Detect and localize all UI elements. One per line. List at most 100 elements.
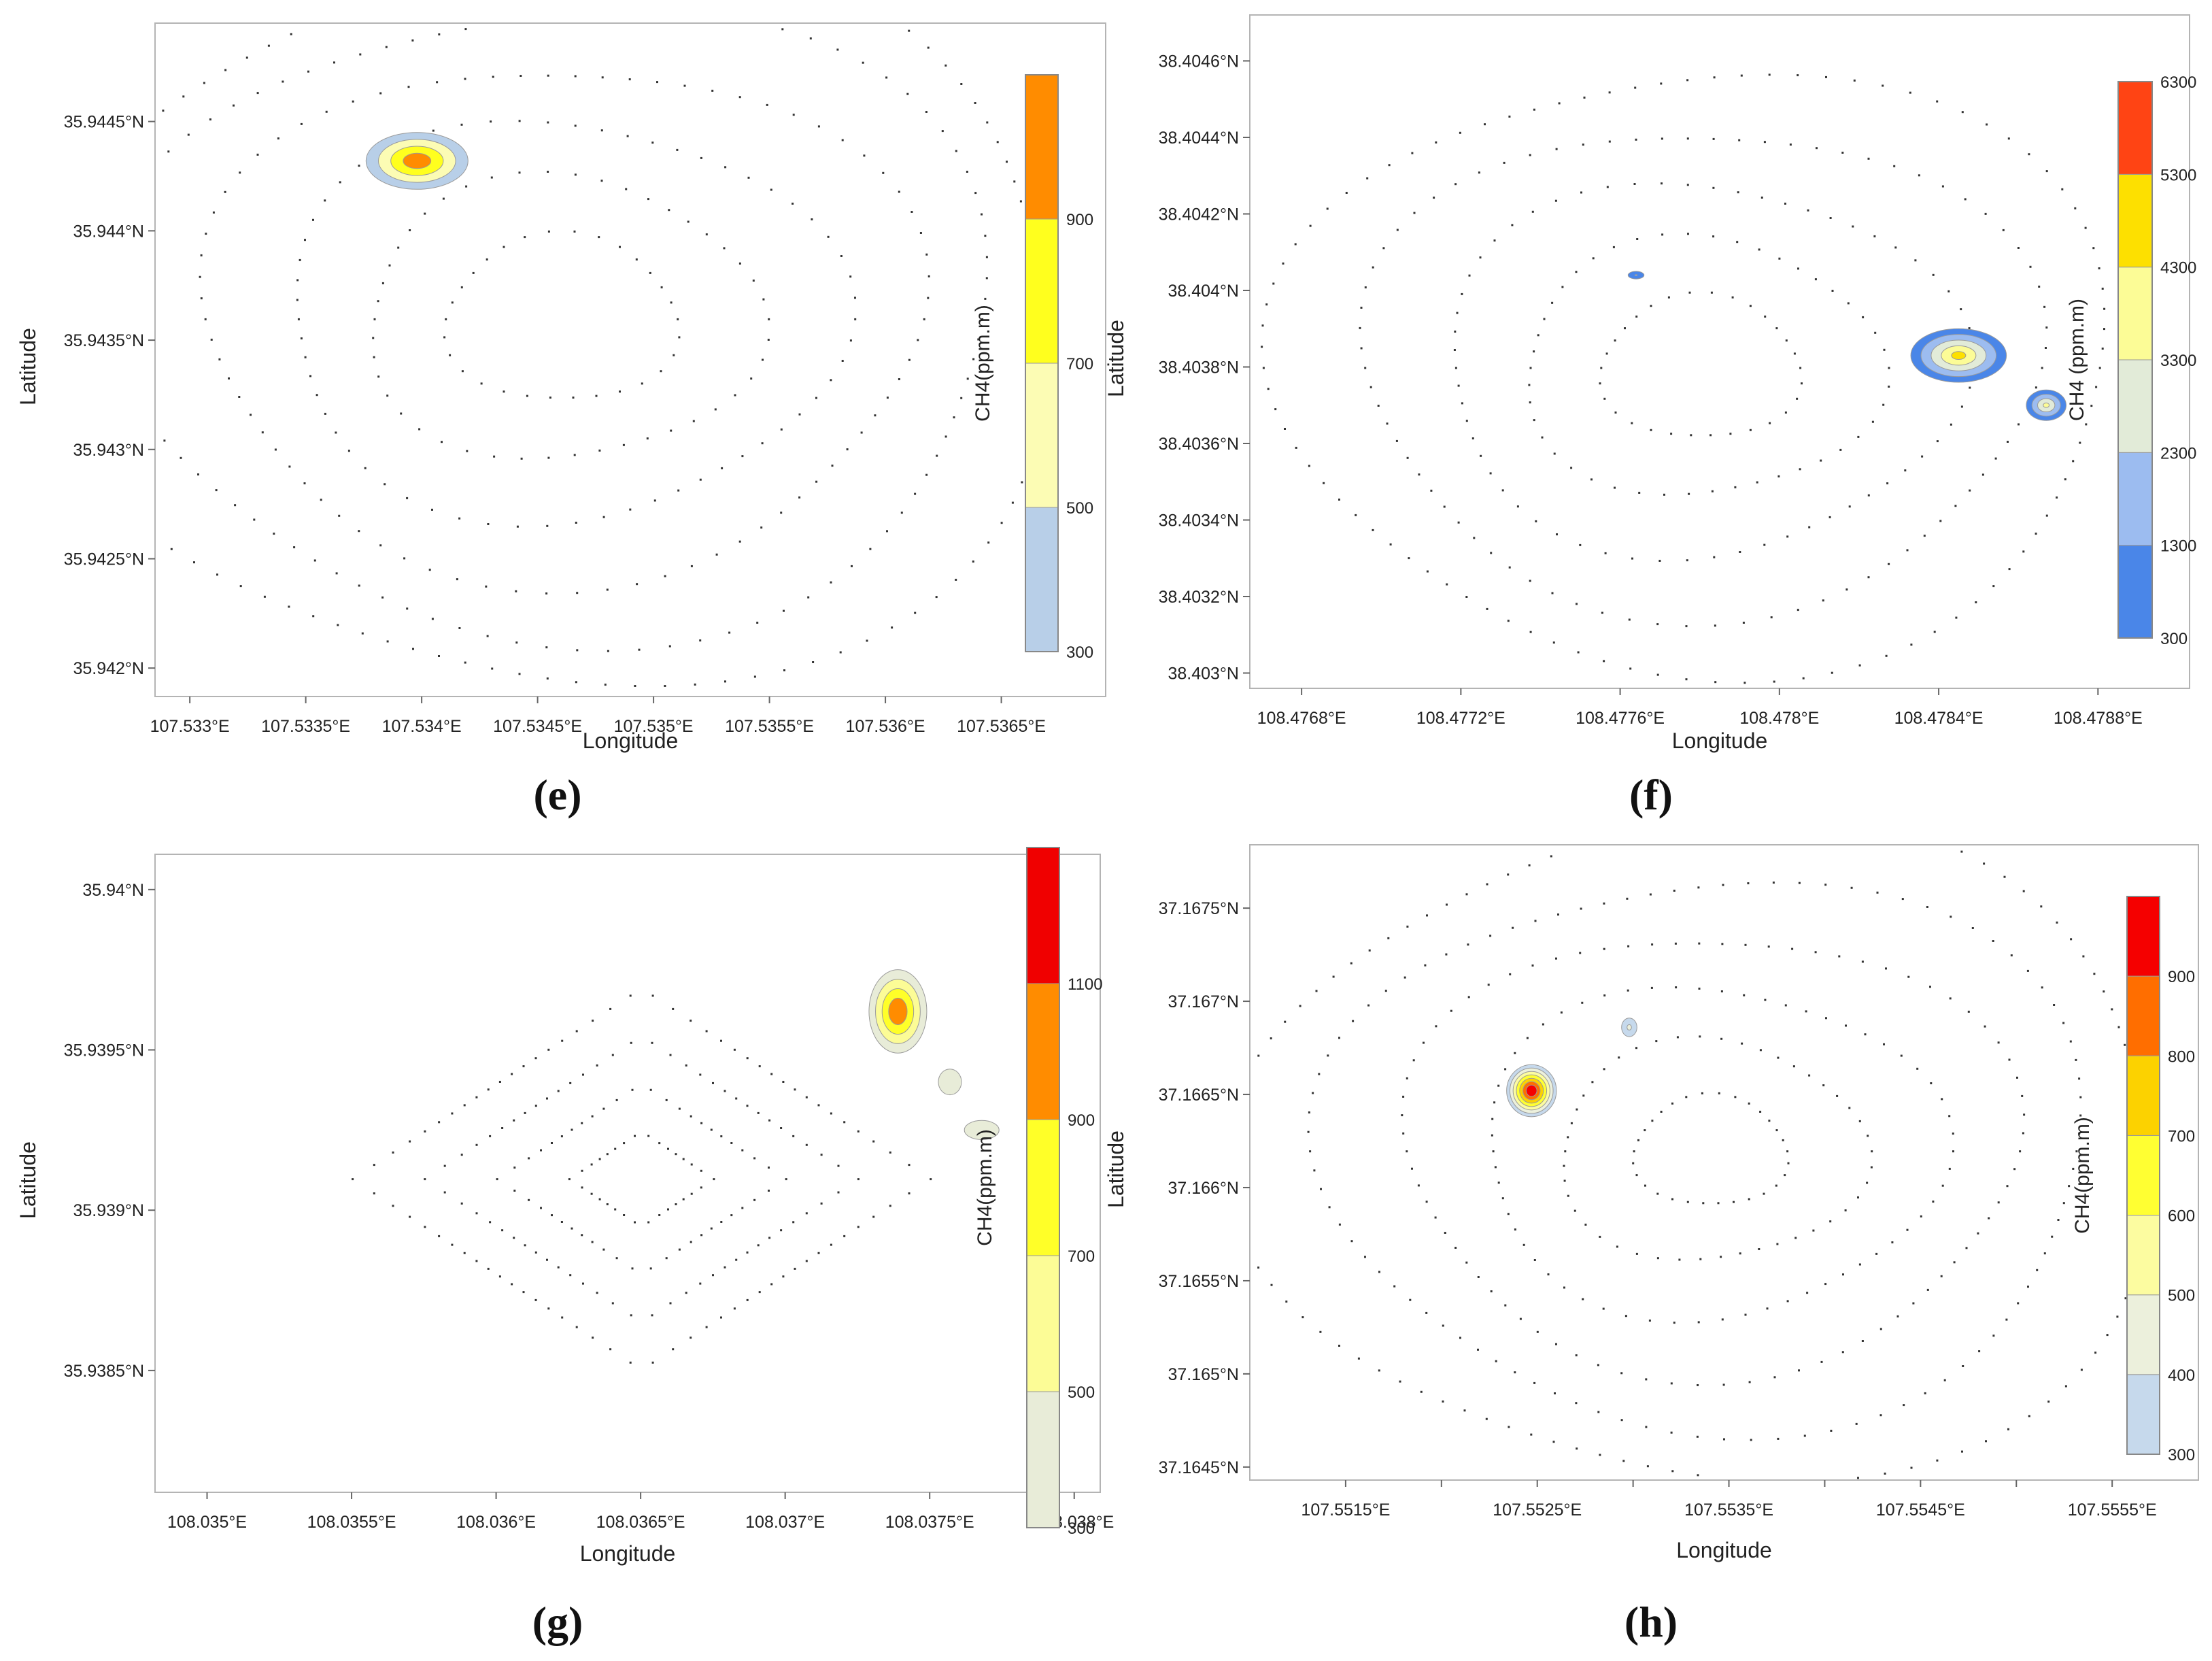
survey-point — [460, 286, 463, 288]
colorbar-segment-900 — [1025, 74, 1059, 220]
survey-point — [1953, 1261, 1956, 1264]
survey-point — [882, 171, 885, 174]
survey-point — [601, 76, 604, 79]
survey-point — [628, 78, 631, 81]
survey-point — [1992, 585, 1995, 588]
survey-point — [1350, 962, 1352, 964]
survey-point — [1667, 296, 1670, 299]
survey-point — [2094, 1352, 2097, 1354]
survey-point — [2072, 1167, 2075, 1170]
survey-point — [261, 431, 264, 434]
survey-point — [1686, 184, 1689, 186]
survey-point — [1721, 1318, 1724, 1321]
survey-point — [1960, 850, 1963, 853]
survey-point — [1326, 207, 1329, 210]
survey-point — [925, 473, 928, 476]
survey-point — [1579, 952, 1582, 954]
survey-point — [1777, 475, 1780, 477]
survey-point — [1644, 1129, 1646, 1132]
survey-point — [1844, 1209, 1847, 1211]
survey-point — [458, 517, 461, 520]
survey-point — [710, 1227, 713, 1230]
survey-point — [984, 235, 987, 237]
survey-point — [2098, 267, 2100, 269]
survey-point — [690, 565, 693, 567]
survey-point — [600, 180, 603, 182]
survey-point — [1382, 247, 1385, 250]
survey-point — [1501, 1197, 1504, 1200]
survey-point — [1866, 1181, 1869, 1184]
y-tick-label: 38.4038°N — [1159, 358, 1239, 378]
survey-point — [1426, 570, 1429, 573]
survey-point — [1006, 161, 1008, 163]
survey-point — [1603, 660, 1605, 662]
survey-point — [2028, 1415, 2030, 1417]
survey-point — [516, 525, 519, 528]
survey-point — [320, 499, 322, 501]
survey-point — [741, 455, 744, 458]
survey-point — [699, 639, 702, 642]
survey-point — [1901, 898, 1904, 901]
colorbar-segment-4300 — [2117, 173, 2153, 268]
survey-point — [1950, 916, 1952, 918]
survey-point — [766, 103, 768, 106]
survey-point — [1986, 123, 1988, 126]
survey-point — [1386, 422, 1389, 425]
survey-point — [1612, 246, 1615, 248]
survey-point — [534, 1251, 537, 1254]
survey-point — [1507, 873, 1510, 876]
survey-point — [547, 74, 549, 77]
survey-point — [1577, 651, 1580, 654]
survey-point — [730, 1214, 733, 1217]
survey-point — [660, 370, 662, 373]
x-tick-label: 107.5525°E — [1493, 1500, 1582, 1520]
survey-point — [857, 1130, 860, 1132]
survey-point — [1744, 943, 1747, 946]
colorbar-tick-label: 900 — [2168, 968, 2195, 986]
survey-point — [2116, 1315, 2119, 1318]
survey-point — [665, 1098, 668, 1101]
survey-point — [1767, 945, 1770, 948]
survey-point — [1528, 384, 1531, 386]
survey-point — [493, 455, 496, 458]
survey-point — [2045, 170, 2048, 173]
survey-point — [296, 299, 299, 301]
survey-point — [1714, 624, 1716, 627]
survey-point — [1558, 102, 1561, 105]
panel-letter-g: (g) — [532, 1598, 583, 1646]
survey-point — [1747, 882, 1750, 885]
survey-point — [1359, 326, 1361, 329]
survey-point — [1882, 84, 1884, 87]
survey-point — [1981, 473, 1984, 476]
survey-point — [780, 511, 783, 514]
survey-point — [1352, 1020, 1355, 1022]
survey-point — [974, 192, 977, 195]
survey-point — [1529, 631, 1532, 633]
survey-point — [1632, 1162, 1635, 1164]
survey-point — [1857, 1477, 1859, 1479]
survey-point — [299, 258, 301, 261]
survey-point — [458, 627, 461, 629]
survey-point — [460, 1154, 463, 1156]
survey-point — [1493, 239, 1496, 242]
survey-point — [1808, 526, 1811, 528]
survey-point — [683, 84, 686, 87]
survey-point — [2041, 367, 2043, 369]
survey-point — [1446, 903, 1448, 906]
survey-point — [1411, 1167, 1413, 1170]
survey-point — [1284, 1020, 1287, 1023]
survey-point — [889, 1205, 891, 1207]
survey-point — [1824, 884, 1827, 886]
survey-point — [1940, 1275, 1943, 1277]
survey-point — [1748, 1198, 1750, 1201]
survey-point — [1914, 259, 1917, 262]
survey-point — [335, 431, 337, 434]
survey-point — [574, 124, 577, 127]
survey-point — [1661, 137, 1663, 140]
colorbar-segment-500 — [2126, 1215, 2160, 1296]
survey-point — [575, 1326, 578, 1328]
survey-point — [1555, 957, 1557, 960]
survey-point — [1457, 384, 1460, 387]
survey-point — [1301, 1316, 1304, 1319]
survey-point — [2079, 441, 2081, 444]
